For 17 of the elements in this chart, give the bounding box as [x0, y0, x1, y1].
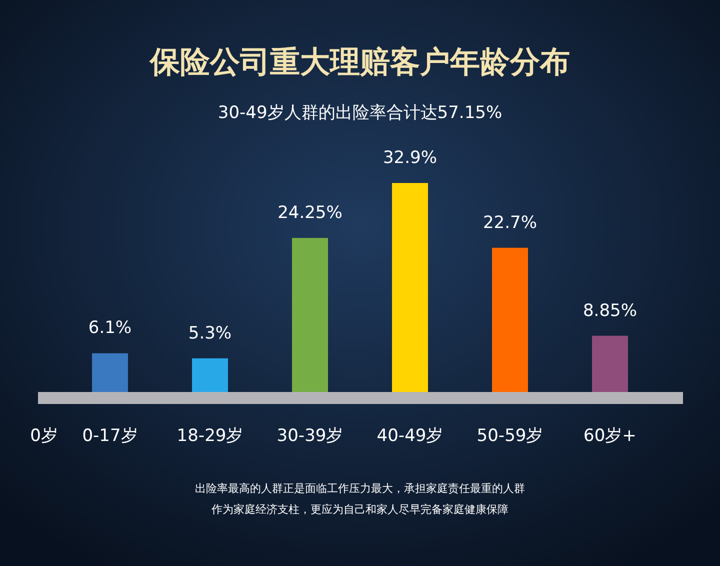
data-label: 8.85% — [582, 300, 638, 321]
text: 出险率最高的人群正是面临工作压力最大，承担家庭责任最重的人群 — [195, 482, 525, 495]
x-tick-label: 0-17岁 — [82, 426, 138, 446]
text: 0岁 — [30, 426, 58, 446]
x-tick-label: 50-59岁 — [476, 426, 544, 446]
x-tick-label: 60岁+ — [584, 426, 636, 446]
chart-subtitle: 30-49岁人群的出险率合计达57.15% — [218, 103, 502, 123]
x-tick-label: 40-49岁 — [376, 426, 444, 446]
data-label: 24.25% — [278, 202, 342, 223]
x-tick-label: 30-39岁 — [276, 426, 344, 446]
data-label: 6.1% — [88, 318, 132, 338]
data-label: 5.3% — [188, 323, 232, 344]
text: 作为家庭经济支柱，更应为自己和家人尽早完备家庭健康保障 — [210, 503, 508, 516]
data-label: 32.9% — [382, 148, 438, 168]
data-label: 22.7% — [482, 212, 538, 233]
chart-title: 保险公司重大理赔客户年龄分布 — [149, 45, 570, 80]
x-tick-label: 18-29岁 — [176, 426, 244, 446]
